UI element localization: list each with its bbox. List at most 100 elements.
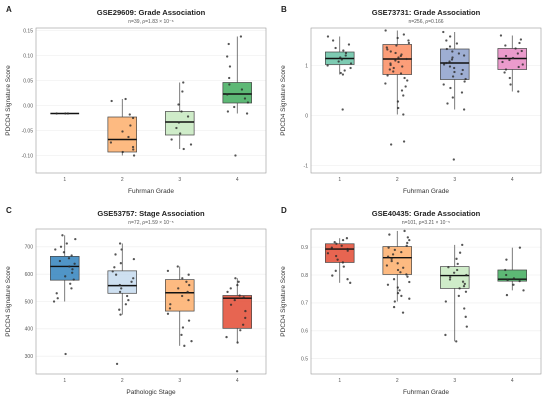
data-point <box>341 261 345 264</box>
data-point <box>394 51 397 55</box>
data-point <box>120 287 123 290</box>
data-point <box>169 303 172 306</box>
data-point <box>331 274 334 277</box>
plot-frame <box>35 228 267 375</box>
data-point <box>187 319 191 322</box>
data-point <box>384 29 387 32</box>
box-3 <box>440 244 470 342</box>
data-point <box>458 287 461 290</box>
data-point <box>244 316 247 320</box>
data-point <box>452 271 456 274</box>
x-tick-label: 3 <box>453 177 456 183</box>
data-point <box>449 86 452 90</box>
data-point <box>236 283 239 287</box>
data-point <box>349 66 352 70</box>
data-point <box>509 83 512 86</box>
x-tick-label: 3 <box>178 378 181 384</box>
data-point <box>399 54 402 58</box>
data-point <box>451 75 455 78</box>
data-point <box>236 341 239 344</box>
data-point <box>396 262 399 265</box>
y-axis-label: PDCD4 Signature Score <box>280 266 287 337</box>
data-point <box>187 298 190 302</box>
chart-title: GSE53757: Stage Association <box>97 209 205 218</box>
data-point <box>226 110 230 113</box>
data-point <box>346 249 349 252</box>
x-tick-label: 1 <box>338 177 341 183</box>
panel-d: D GSE40435: Grade Association n=101, ρ=3.2… <box>275 201 550 402</box>
data-point <box>508 58 511 62</box>
data-point <box>453 70 456 74</box>
data-point <box>166 312 170 315</box>
data-point <box>385 46 388 49</box>
data-point <box>52 300 56 303</box>
plot-frame <box>310 27 542 174</box>
data-point <box>386 74 389 77</box>
data-point <box>131 116 135 120</box>
data-point <box>456 262 459 266</box>
data-point <box>181 277 184 280</box>
data-point <box>405 57 408 61</box>
data-point <box>228 65 232 68</box>
y-axis-label: PDCD4 Signature Score <box>280 65 287 136</box>
data-point <box>407 41 411 45</box>
y-tick-label: 400 <box>25 327 34 333</box>
y-tick-label: 600 <box>25 272 34 278</box>
data-point <box>244 309 247 313</box>
x-tick-label: 1 <box>63 177 66 183</box>
data-point <box>114 253 117 256</box>
data-point <box>330 246 333 249</box>
data-point <box>405 273 408 276</box>
data-point <box>393 248 396 252</box>
chart-svg: A GSE29609: Grade Association n=39, ρ=1.83… <box>5 5 267 195</box>
data-point <box>185 280 188 283</box>
box-body <box>325 243 355 263</box>
data-point <box>389 143 393 146</box>
data-point <box>349 281 352 284</box>
data-point <box>393 300 396 303</box>
data-point <box>337 60 340 63</box>
data-point <box>392 66 395 70</box>
data-point <box>229 287 232 290</box>
data-point <box>228 76 231 80</box>
data-point <box>68 265 71 268</box>
data-point <box>462 285 466 288</box>
panel-c: C GSE53757: Stage Association n=72, ρ=1.59… <box>0 201 275 402</box>
data-point <box>69 282 72 285</box>
data-point <box>463 282 466 286</box>
y-tick-label: -0.10 <box>22 153 34 159</box>
data-point <box>115 362 119 366</box>
chart-subtitle: n=39, ρ=1.83 × 10⁻⁶ <box>128 19 174 25</box>
data-point <box>385 264 389 267</box>
data-point <box>448 65 452 68</box>
data-point <box>179 132 182 135</box>
chart-subtitle: n=256, ρ=0.166 <box>408 19 443 25</box>
data-point <box>349 62 353 65</box>
data-point <box>514 47 517 50</box>
x-tick-label: 4 <box>511 378 514 384</box>
data-point <box>406 236 409 239</box>
box-body <box>497 269 527 282</box>
data-point <box>341 73 345 76</box>
data-point <box>72 278 75 281</box>
data-point <box>463 80 466 83</box>
data-point <box>128 113 131 116</box>
data-point <box>240 88 244 91</box>
data-point <box>455 42 459 45</box>
data-point <box>462 54 466 57</box>
data-point <box>520 49 523 53</box>
data-point <box>234 154 237 157</box>
data-point <box>455 340 458 343</box>
data-point <box>336 258 339 261</box>
data-point <box>517 65 520 69</box>
data-point <box>234 277 237 280</box>
x-tick-label: 4 <box>236 177 239 183</box>
data-point <box>451 50 454 53</box>
panel-letter: D <box>281 206 287 215</box>
data-point <box>326 252 330 255</box>
panel-b: B GSE73731: Grade Association n=256, ρ=0.1… <box>275 0 550 201</box>
box-2 <box>107 243 137 315</box>
data-point <box>402 140 406 143</box>
data-point <box>66 112 70 115</box>
data-point <box>346 278 349 281</box>
